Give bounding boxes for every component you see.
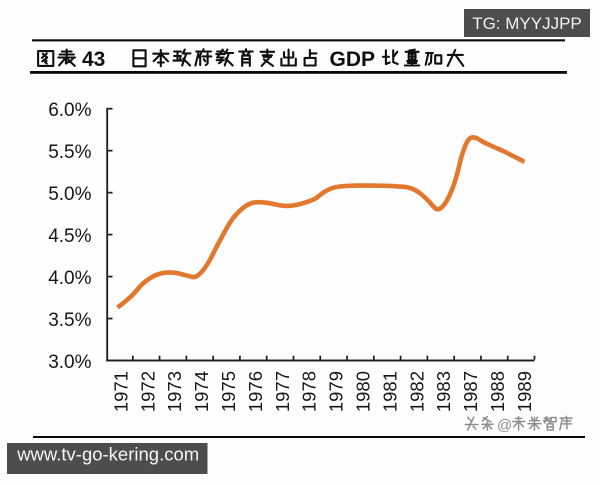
svg-text:1989: 1989 xyxy=(514,371,535,412)
svg-text:www.tv-go-kering.com: www.tv-go-kering.com xyxy=(16,444,199,465)
svg-text:3.0%: 3.0% xyxy=(48,352,91,373)
svg-text:1988: 1988 xyxy=(487,371,508,412)
svg-text:@: @ xyxy=(497,417,512,434)
svg-text:1975: 1975 xyxy=(218,371,239,412)
svg-text:1977: 1977 xyxy=(272,371,293,412)
svg-text:1973: 1973 xyxy=(164,371,185,412)
svg-text:1971: 1971 xyxy=(110,371,131,412)
svg-text:1972: 1972 xyxy=(137,371,158,412)
svg-text:1987: 1987 xyxy=(460,371,481,412)
svg-text:4.0%: 4.0% xyxy=(48,268,91,289)
svg-text:5.0%: 5.0% xyxy=(48,184,91,205)
svg-text:1982: 1982 xyxy=(406,371,427,412)
svg-text:1980: 1980 xyxy=(353,371,374,412)
svg-text:6.0%: 6.0% xyxy=(48,100,91,121)
svg-text:5.5%: 5.5% xyxy=(48,142,91,163)
svg-text:GDP: GDP xyxy=(330,48,376,71)
svg-text:1979: 1979 xyxy=(326,371,347,412)
svg-text:1978: 1978 xyxy=(299,371,320,412)
svg-text:43: 43 xyxy=(82,48,105,71)
svg-text:1981: 1981 xyxy=(379,371,400,412)
svg-text:3.5%: 3.5% xyxy=(48,310,91,331)
svg-text:1983: 1983 xyxy=(433,371,454,412)
svg-text:1974: 1974 xyxy=(191,371,212,412)
svg-text:TG: MYYJJPP: TG: MYYJJPP xyxy=(472,14,582,33)
svg-text:1976: 1976 xyxy=(245,371,266,412)
svg-text:4.5%: 4.5% xyxy=(48,226,91,247)
